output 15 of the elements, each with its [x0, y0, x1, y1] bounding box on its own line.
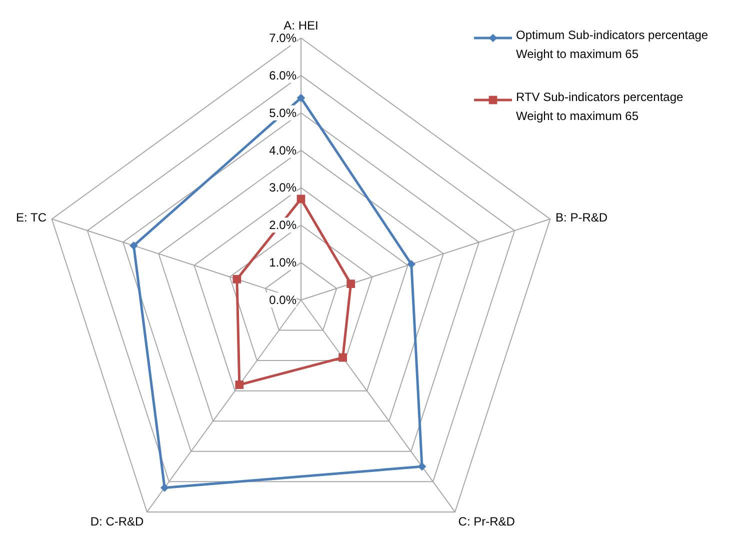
- y-tick-label: 4.0%: [269, 143, 297, 158]
- spoke-label: D: C-R&D: [90, 514, 144, 529]
- spoke-label: E: TC: [16, 210, 47, 224]
- legend-label: RTV Sub-indicators percentage Weight to maximum 65: [516, 90, 684, 123]
- legend-label: Optimum Sub-indicators percentage Weight to maximum 65: [516, 28, 708, 61]
- y-tick-label: 0.0%: [269, 293, 297, 307]
- spoke-label: B: P-R&D: [556, 210, 608, 224]
- y-tick-label: 2.0%: [269, 218, 297, 232]
- spoke-label: C: Pr-R&D: [458, 514, 516, 529]
- y-tick-label: 1.0%: [269, 256, 297, 270]
- spoke-label: A: HEI: [284, 18, 318, 32]
- y-tick-label: 6.0%: [269, 68, 297, 82]
- y-tick-label: 5.0%: [269, 106, 297, 120]
- y-tick-label: 7.0%: [269, 31, 297, 45]
- y-tick-label: 3.0%: [269, 180, 297, 195]
